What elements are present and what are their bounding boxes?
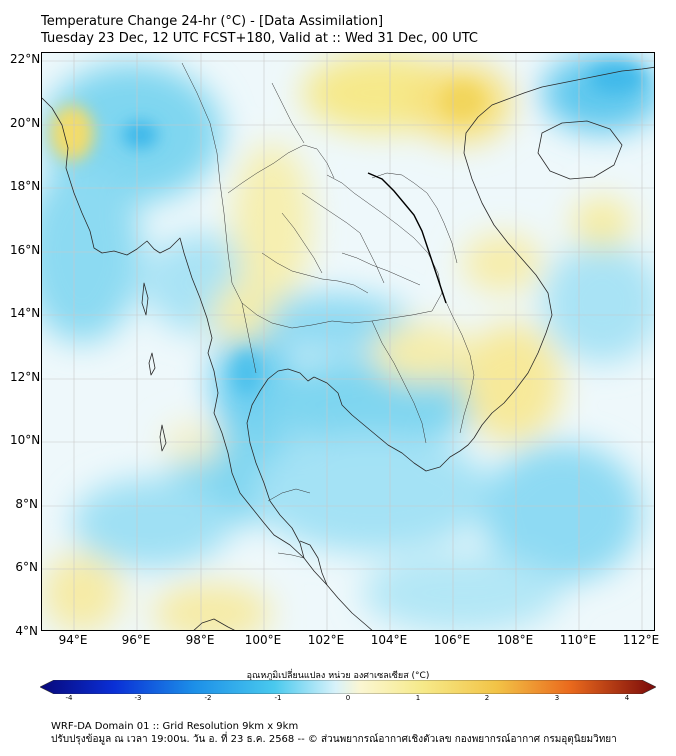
lat-label-10: 10°N [10, 433, 41, 447]
lon-label-104: 104°E [370, 633, 408, 647]
graticule [42, 53, 654, 630]
lat-label-20: 20°N [10, 116, 41, 130]
temperature-change-map [41, 52, 655, 631]
map-title: Temperature Change 24-hr (°C) - [Data As… [41, 14, 384, 29]
colorbar [40, 680, 656, 694]
lat-label-4: 4°N [15, 624, 38, 638]
lon-label-100: 100°E [244, 633, 282, 647]
colorbar-tick: 3 [554, 694, 560, 702]
colorbar-tick: 4 [624, 694, 630, 702]
lon-label-112: 112°E [622, 633, 660, 647]
lon-label-94: 94°E [58, 633, 88, 647]
coastlines [42, 66, 654, 630]
footer-resolution: WRF-DA Domain 01 :: Grid Resolution 9km … [51, 721, 299, 732]
colorbar-tick: 2 [484, 694, 490, 702]
borders [181, 62, 475, 559]
lat-label-22: 22°N [10, 52, 41, 66]
lon-label-110: 110°E [559, 633, 597, 647]
lat-label-16: 16°N [10, 243, 41, 257]
lat-label-6: 6°N [15, 560, 38, 574]
colorbar-tick: 1 [415, 694, 421, 702]
footer-credit: ปรับปรุงข้อมูล ณ เวลา 19:00น. วัน อ. ที่… [51, 734, 617, 745]
colorbar-label: อุณหภูมิเปลี่ยนแปลง หน่วย องศาเซลเซียส (… [246, 671, 430, 681]
lon-label-98: 98°E [185, 633, 215, 647]
colorbar-tick: -2 [204, 694, 212, 702]
lon-label-106: 106°E [433, 633, 471, 647]
lon-label-102: 102°E [307, 633, 345, 647]
lat-label-12: 12°N [10, 370, 41, 384]
map-canvas [42, 53, 654, 630]
lat-label-14: 14°N [10, 306, 41, 320]
colorbar-tick: -4 [65, 694, 73, 702]
colorbar-tick: 0 [345, 694, 351, 702]
lon-label-96: 96°E [121, 633, 151, 647]
lon-label-108: 108°E [496, 633, 534, 647]
map-subtitle: Tuesday 23 Dec, 12 UTC FCST+180, Valid a… [41, 31, 478, 46]
mekong-border [367, 172, 447, 304]
lat-label-18: 18°N [10, 179, 41, 193]
colorbar-tick: -3 [134, 694, 142, 702]
colorbar-tick: -1 [274, 694, 282, 702]
lat-label-8: 8°N [15, 497, 38, 511]
